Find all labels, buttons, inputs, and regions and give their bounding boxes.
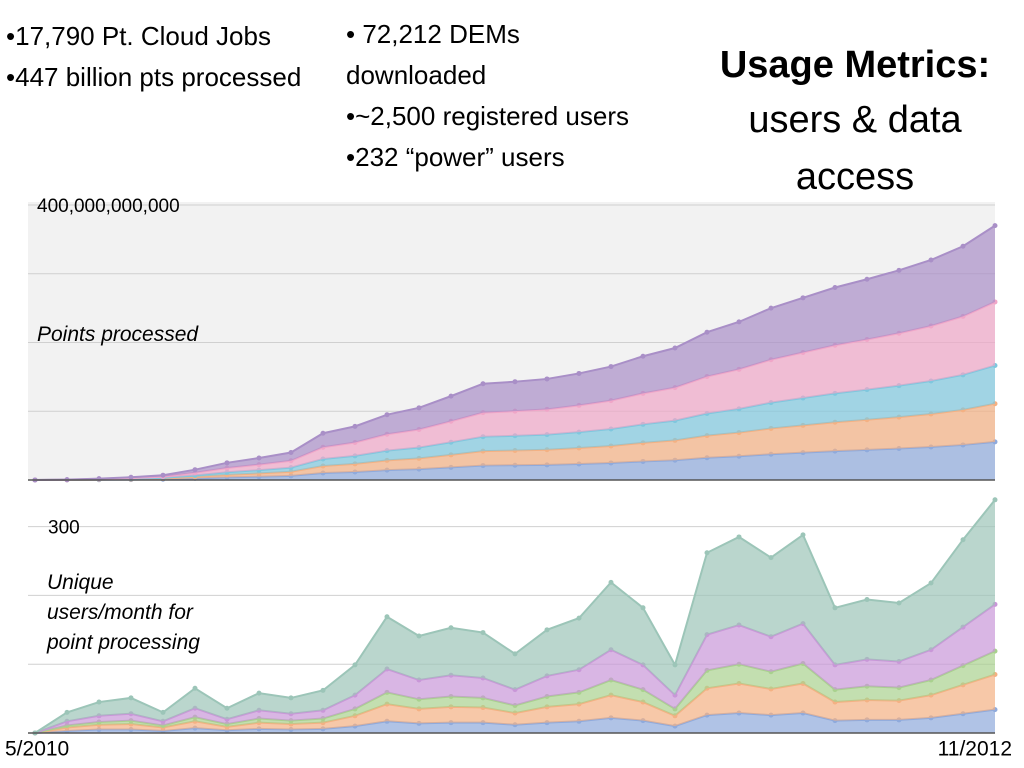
point [64,709,70,715]
point [128,474,134,480]
point [768,555,774,561]
area [35,674,995,733]
point [736,534,742,540]
point [544,376,550,382]
point [448,625,454,631]
point [960,243,966,249]
point [800,295,806,301]
area [35,499,995,733]
point [672,662,678,668]
area [35,651,995,733]
point [256,690,262,696]
point [128,695,134,701]
point [608,364,614,370]
y-tick-label: 400,000,000,000 [37,196,180,217]
bullet: •~2,500 registered users [346,101,629,131]
point [832,285,838,290]
point [192,685,198,691]
area [35,709,995,733]
point [864,276,870,282]
x-tick-label: 11/2012 [938,738,1012,761]
bullet: •17,790 Pt. Cloud Jobs [6,21,271,51]
left-bullets: •17,790 Pt. Cloud Jobs •447 billion pts … [6,16,336,98]
point [352,662,358,668]
area [35,604,995,733]
point [992,223,998,229]
point [96,699,102,705]
point [416,405,422,411]
point [160,472,166,478]
title: Usage Metrics: [719,44,991,86]
point [512,379,518,385]
point [384,614,390,620]
point [288,695,294,701]
point [160,709,166,715]
point [576,615,582,621]
point [672,345,678,351]
point [832,605,838,611]
bullet: •447 billion pts processed [6,62,302,92]
x-tick-label: 5/2010 [5,738,69,761]
point [608,579,614,585]
point [640,605,646,611]
point [896,267,902,273]
point [320,687,326,693]
area [35,441,995,480]
point [224,460,230,466]
point [960,537,966,543]
point [288,450,294,455]
point [480,381,486,387]
point [768,305,774,311]
point [480,630,486,636]
point [576,370,582,376]
middle-bullets: • 72,212 DEMs downloaded •~2,500 registe… [346,14,691,178]
y-axis-label: Points processed [37,323,199,346]
point [192,467,198,473]
point [416,633,422,639]
y-axis-label: Unique users/month for point processing [47,571,200,654]
area [35,301,995,480]
point [736,319,742,325]
point [992,497,998,503]
point [224,705,230,711]
point [544,627,550,633]
bullet: • 72,212 DEMs downloaded [346,19,520,90]
point [704,550,710,556]
point [800,532,806,538]
point [512,651,518,657]
area [35,365,995,480]
point [320,430,326,436]
subtitle: users & data access [748,99,962,198]
point [896,600,902,606]
point [928,580,934,586]
point [640,353,646,359]
point [384,412,390,418]
point [352,423,358,429]
bullet: •232 “power” users [346,142,565,172]
point [928,257,934,263]
point [256,455,262,461]
y-tick-label: 300 [48,518,80,539]
point [704,329,710,335]
area [35,403,995,480]
point [448,393,454,399]
point [864,597,870,603]
title-block: Usage Metrics: users & data access [690,38,1020,206]
